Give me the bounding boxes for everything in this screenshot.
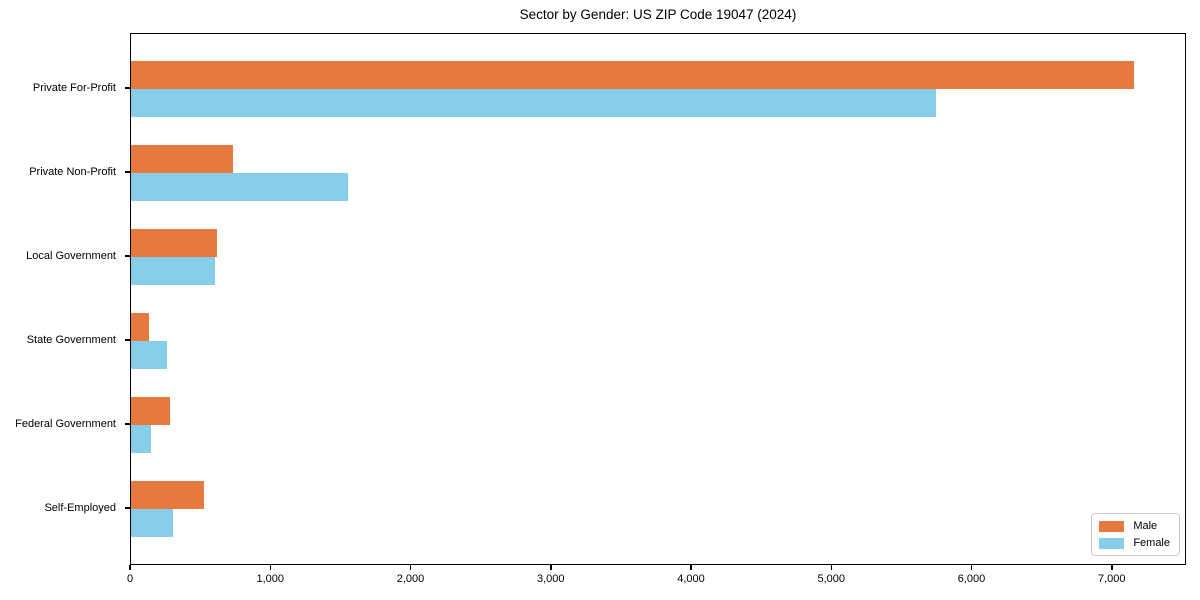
female-bar [131, 509, 174, 537]
y-tick-mark [125, 339, 130, 341]
female-bar [131, 173, 348, 201]
x-tick-label: 1,000 [256, 573, 285, 585]
y-tick-mark [125, 255, 130, 257]
y-tick-label: Local Government [26, 250, 116, 262]
x-tick-mark [690, 565, 692, 570]
chart-title: Sector by Gender: US ZIP Code 19047 (202… [519, 7, 797, 22]
x-tick-mark [269, 565, 271, 570]
y-tick-label: Federal Government [15, 418, 116, 430]
x-tick-label: 7,000 [1098, 573, 1126, 585]
legend-item: Female [1099, 537, 1170, 549]
x-tick-mark [129, 565, 131, 570]
legend-item: Male [1099, 520, 1170, 532]
y-tick-label: State Government [26, 334, 116, 346]
y-tick-mark [125, 87, 130, 89]
y-tick-mark [125, 507, 130, 509]
female-bar [131, 89, 937, 117]
male-bar [131, 481, 204, 509]
legend-label: Female [1133, 537, 1170, 549]
female-bar [131, 257, 216, 285]
male-legend-swatch [1099, 520, 1125, 532]
x-tick-label: 5,000 [817, 573, 846, 585]
x-tick-mark [970, 565, 973, 570]
x-tick-label: 6,000 [957, 573, 986, 585]
male-bar [131, 313, 150, 341]
y-axis: Private For-Profit Private Non-Profit Loca… [0, 33, 130, 565]
x-tick-mark [550, 565, 552, 570]
y-tick-mark [125, 171, 130, 173]
y-tick-mark [125, 423, 130, 425]
x-tick-label: 0 [126, 573, 134, 585]
plot-area: Male Female [130, 33, 1186, 565]
female-bar [131, 425, 151, 453]
male-bar [131, 61, 1134, 89]
male-bar [131, 145, 233, 173]
male-bar [131, 229, 217, 257]
x-tick-mark [409, 565, 412, 570]
y-tick-label: Private Non-Profit [29, 166, 116, 178]
x-axis: 0 1,000 2,000 3,000 4,000 5,000 6,000 7,000 [126, 565, 1186, 597]
male-bar [131, 397, 171, 425]
x-tick-mark [1111, 565, 1113, 570]
y-tick-label: Private For-Profit [32, 82, 116, 94]
x-tick-label: 3,000 [536, 573, 565, 585]
legend: Male Female [1091, 513, 1180, 556]
x-tick-label: 4,000 [677, 573, 705, 585]
legend-label: Male [1133, 520, 1158, 532]
female-legend-swatch [1099, 537, 1125, 549]
x-tick-mark [830, 565, 832, 570]
y-tick-label: Self-Employed [44, 502, 116, 514]
female-bar [131, 341, 167, 369]
x-tick-label: 2,000 [396, 573, 425, 585]
